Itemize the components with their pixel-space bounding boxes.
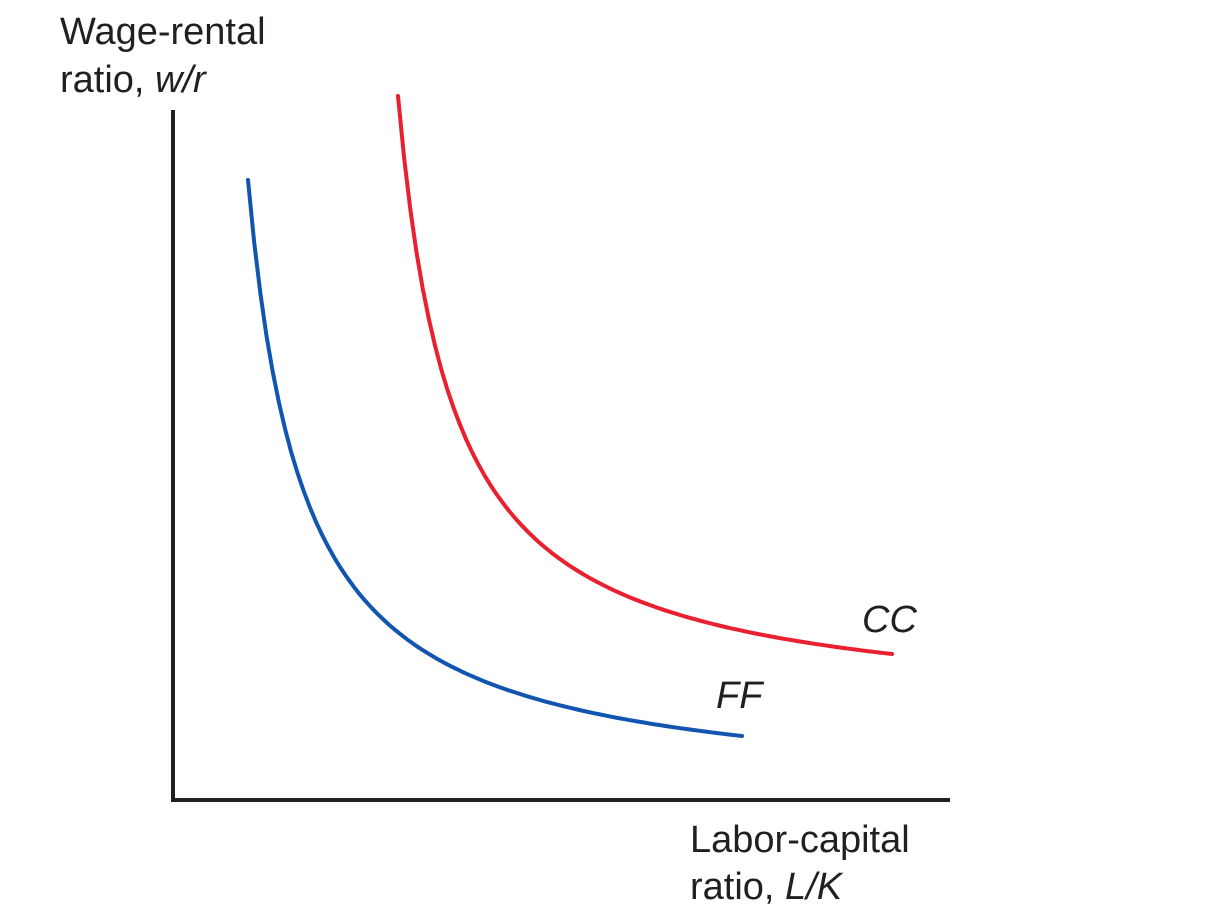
- y-axis-label-symbol: w/r: [155, 59, 207, 101]
- y-axis-label-prefix: ratio,: [60, 59, 155, 101]
- series-line-ff: [246, 178, 744, 738]
- y-axis-label-line1: Wage-rental: [60, 11, 266, 53]
- x-axis-label-symbol: L/K: [785, 866, 844, 908]
- y-axis-label-line2: ratio, w/r: [60, 59, 207, 101]
- x-axis-label-line1: Labor-capital: [690, 819, 910, 861]
- series-label-cc: CC: [862, 599, 917, 641]
- series-line-cc: [396, 94, 894, 656]
- x-axis-label-line2: ratio, L/K: [690, 866, 844, 908]
- series-label-ff: FF: [716, 675, 764, 717]
- x-axis-label-prefix: ratio,: [690, 866, 785, 908]
